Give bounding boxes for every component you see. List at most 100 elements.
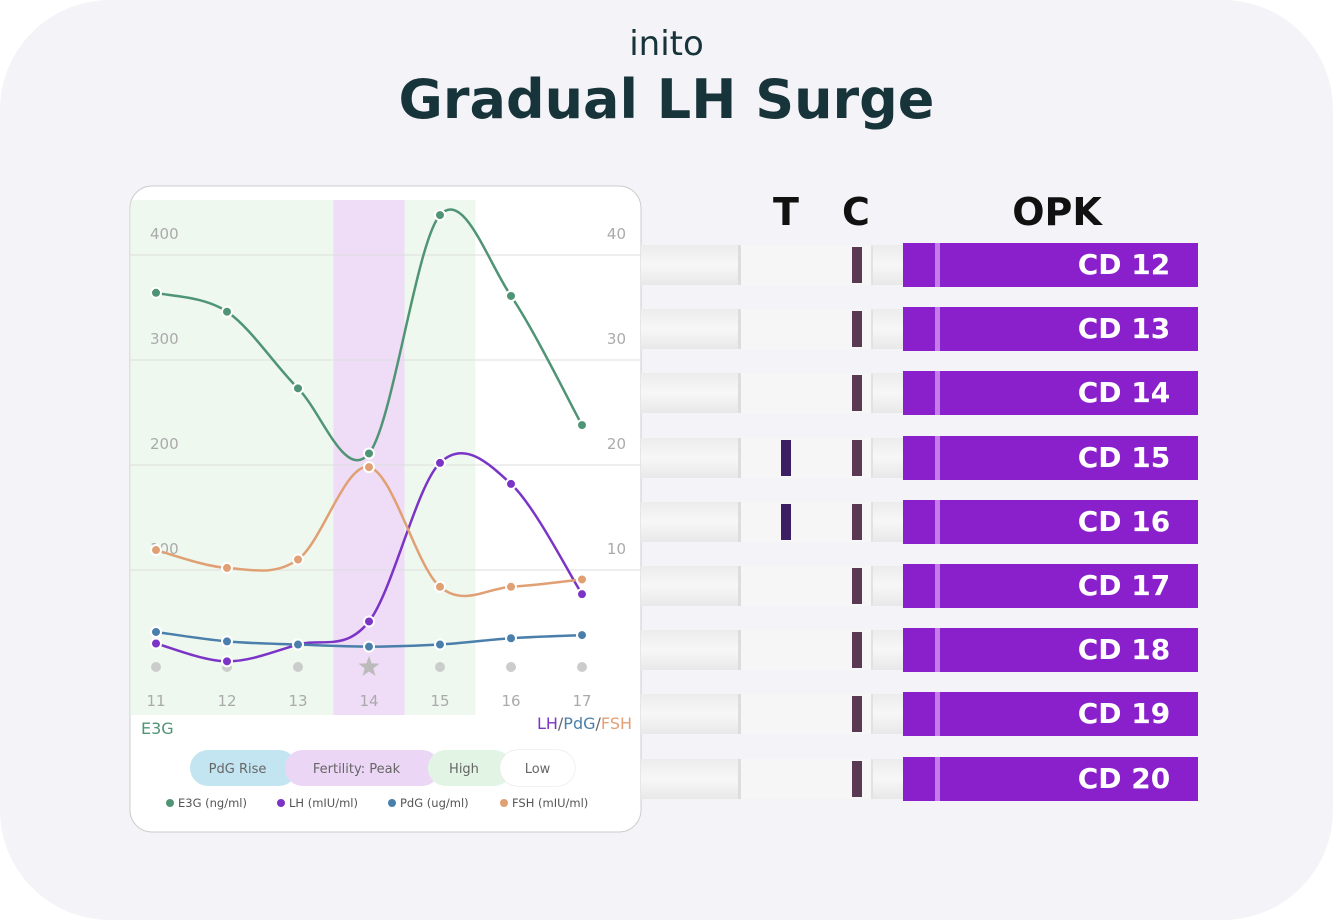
status-dot: [151, 662, 161, 672]
legend-marker: [388, 799, 396, 807]
strip-handle: CD 17: [903, 564, 1198, 608]
strip-label: CD 15: [1077, 440, 1171, 474]
opk-strip: CD 18: [641, 628, 1198, 673]
opk-strip: CD 16: [641, 499, 1198, 544]
legend-label: LH (mIU/ml): [289, 796, 358, 810]
data-point: [505, 289, 517, 302]
control-line: [852, 247, 862, 283]
phase-band: [191, 200, 263, 715]
legend-label: PdG (ug/ml): [400, 796, 469, 810]
strip-label: CD 18: [1077, 633, 1171, 667]
y2-tick-label: 30: [607, 330, 626, 348]
y2-axis-label: LH/PdG/FSH: [537, 714, 632, 733]
y2-tick-label: 20: [607, 435, 626, 453]
data-point: [505, 477, 517, 490]
strip-window: [738, 501, 873, 542]
strip-handle: CD 18: [903, 628, 1198, 673]
y2-tick-label: 10: [607, 540, 626, 558]
strip-window: [738, 245, 873, 285]
y2-label-part: FSH: [601, 714, 632, 733]
strip-handle: CD 20: [903, 756, 1198, 801]
data-point: [221, 561, 233, 574]
data-point: [434, 456, 446, 469]
strip-handle: CD 15: [903, 435, 1198, 480]
legend-marker: [500, 799, 508, 807]
status-dot: [293, 662, 303, 672]
strip-label: CD 14: [1077, 376, 1171, 410]
data-point: [363, 461, 375, 474]
x-tick-label: 11: [146, 692, 165, 710]
data-point: [576, 629, 588, 642]
phase-label: High: [449, 762, 479, 777]
data-point: [150, 625, 162, 638]
data-point: [221, 655, 233, 668]
strip-label: CD 13: [1077, 312, 1171, 346]
title: Gradual LH Surge: [398, 68, 935, 131]
y2-label-part: PdG: [563, 714, 595, 733]
control-line: [852, 375, 862, 412]
x-tick-label: 16: [501, 692, 520, 710]
legend-marker: [277, 799, 285, 807]
data-point: [363, 447, 375, 460]
data-point: [221, 635, 233, 648]
data-point: [150, 286, 162, 299]
opk-strip: CD 17: [641, 564, 1198, 608]
phase-pill: [428, 750, 500, 786]
control-line: [852, 696, 862, 733]
data-point: [292, 382, 304, 395]
legend-label: E3G (ng/ml): [178, 796, 247, 810]
control-line: [852, 760, 862, 797]
data-point: [576, 588, 588, 601]
status-dot: [435, 662, 445, 672]
strip-header: C: [842, 190, 870, 234]
opk-strip: CD 15: [641, 435, 1198, 480]
phase-pill: [500, 750, 575, 786]
data-point: [434, 638, 446, 651]
x-tick-label: 12: [217, 692, 236, 710]
data-point: [150, 637, 162, 650]
y-axis-label: E3G: [141, 719, 174, 738]
data-point: [576, 419, 588, 432]
test-line: [781, 439, 791, 476]
x-tick-label: 13: [288, 692, 307, 710]
strip-window: [738, 566, 873, 606]
y2-label-part: LH: [537, 714, 558, 733]
strip-handle: CD 12: [903, 243, 1198, 287]
data-point: [292, 553, 304, 566]
control-line: [852, 632, 862, 669]
data-point: [434, 209, 446, 222]
data-point: [363, 615, 375, 628]
strip-label: CD 19: [1077, 697, 1171, 731]
legend-label: FSH (mIU/ml): [512, 796, 588, 810]
phase-pill: [285, 750, 428, 786]
legend-marker: [166, 799, 174, 807]
strip-window: [738, 437, 873, 478]
phase-label: PdG Rise: [209, 762, 267, 777]
data-point: [434, 580, 446, 593]
strip-handle: CD 16: [903, 499, 1198, 544]
data-point: [221, 305, 233, 318]
y-tick-label: 400: [150, 225, 179, 243]
strip-handle: CD 13: [903, 307, 1198, 352]
data-point: [363, 640, 375, 653]
status-dot: [577, 662, 587, 672]
phase-pill: [190, 750, 297, 786]
strip-handle: CD 14: [903, 371, 1198, 416]
strip-label: CD 12: [1077, 248, 1171, 281]
data-point: [505, 632, 517, 645]
data-point: [292, 638, 304, 651]
x-tick-label: 14: [359, 692, 378, 710]
control-line: [852, 439, 862, 476]
y2-label-part: /: [596, 714, 602, 733]
control-line: [852, 311, 862, 348]
control-line: [852, 503, 862, 540]
strip-label: CD 16: [1077, 504, 1171, 538]
phase-label: Low: [525, 762, 551, 777]
strip-header: OPK: [1012, 190, 1102, 234]
data-point: [505, 580, 517, 593]
strip-window: [738, 630, 873, 671]
strip-window: [738, 373, 873, 414]
x-tick-label: 15: [430, 692, 449, 710]
control-line: [852, 568, 862, 604]
strip-window: [738, 758, 873, 799]
